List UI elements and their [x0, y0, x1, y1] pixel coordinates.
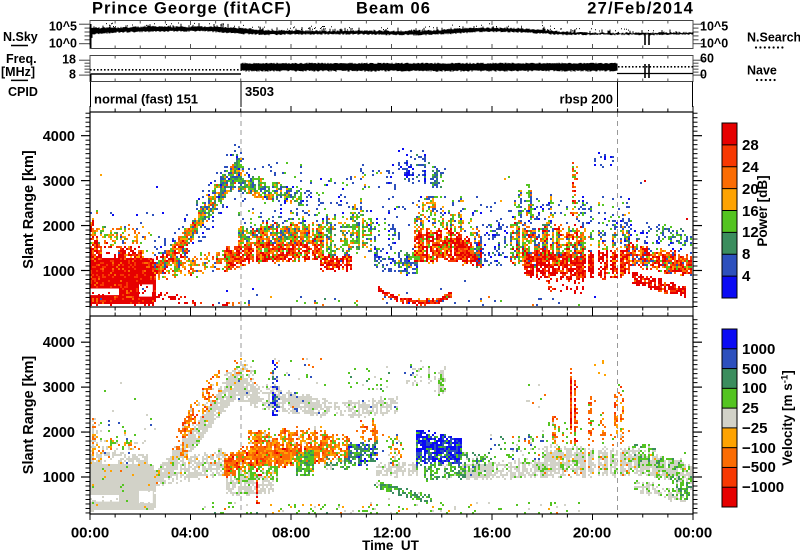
- svg-text:08:00: 08:00: [272, 525, 310, 542]
- svg-text:Velocity [m s-1]: Velocity [m s-1]: [780, 370, 796, 466]
- svg-text:−500: −500: [742, 459, 776, 476]
- svg-text:−100: −100: [742, 440, 776, 457]
- svg-text:Power [dB]: Power [dB]: [755, 175, 770, 246]
- svg-text:3000: 3000: [43, 174, 75, 190]
- svg-text:N.Sky: N.Sky: [3, 30, 38, 44]
- svg-text:4000: 4000: [43, 335, 75, 351]
- svg-text:rbsp 200: rbsp 200: [560, 92, 613, 107]
- svg-text:2000: 2000: [43, 425, 75, 441]
- svg-text:12: 12: [742, 224, 759, 241]
- svg-text:N.Search: N.Search: [747, 31, 800, 45]
- svg-text:CPID: CPID: [8, 85, 38, 99]
- svg-text:3000: 3000: [43, 380, 75, 396]
- svg-text:60: 60: [700, 52, 714, 66]
- svg-text:00:00: 00:00: [71, 525, 109, 542]
- svg-text:24: 24: [742, 159, 759, 176]
- svg-text:04:00: 04:00: [171, 525, 209, 542]
- svg-text:−1000: −1000: [742, 479, 784, 496]
- svg-text:20: 20: [742, 181, 759, 198]
- svg-text:100: 100: [742, 380, 767, 397]
- svg-text:Prince George (fitACF): Prince George (fitACF): [92, 0, 292, 18]
- svg-text:10^5: 10^5: [700, 20, 728, 34]
- svg-text:8: 8: [69, 68, 76, 82]
- svg-text:500: 500: [742, 361, 767, 378]
- svg-text:1000: 1000: [43, 470, 75, 486]
- svg-text:Slant Range [km]: Slant Range [km]: [21, 150, 37, 269]
- svg-text:Beam 06: Beam 06: [356, 0, 431, 18]
- svg-text:18: 18: [62, 53, 76, 67]
- svg-text:4000: 4000: [43, 129, 75, 145]
- svg-text:10^0: 10^0: [49, 37, 77, 51]
- svg-text:8: 8: [742, 246, 750, 263]
- svg-text:4: 4: [742, 268, 751, 285]
- svg-text:1000: 1000: [43, 264, 75, 280]
- svg-text:12:00: 12:00: [373, 525, 411, 542]
- svg-text:16: 16: [742, 203, 759, 220]
- svg-text:00:00: 00:00: [674, 525, 712, 542]
- svg-text:28: 28: [742, 137, 759, 154]
- svg-text:Time UT: Time UT: [362, 538, 420, 553]
- svg-text:0: 0: [700, 68, 707, 82]
- svg-text:27/Feb/2014: 27/Feb/2014: [587, 0, 694, 18]
- svg-text:Nave: Nave: [747, 64, 777, 78]
- svg-text:10^0: 10^0: [700, 37, 728, 51]
- svg-text:16:00: 16:00: [473, 525, 511, 542]
- svg-text:2000: 2000: [43, 219, 75, 235]
- svg-text:[MHz]: [MHz]: [1, 65, 35, 79]
- svg-text:Slant Range [km]: Slant Range [km]: [21, 356, 37, 475]
- svg-text:20:00: 20:00: [573, 525, 611, 542]
- svg-text:−25: −25: [742, 420, 767, 437]
- svg-text:10^5: 10^5: [49, 20, 77, 34]
- svg-text:normal (fast) 151: normal (fast) 151: [94, 92, 198, 107]
- svg-text:Freq.: Freq.: [6, 52, 37, 66]
- svg-text:3503: 3503: [245, 84, 274, 99]
- svg-text:1000: 1000: [742, 341, 775, 358]
- svg-text:25: 25: [742, 400, 759, 417]
